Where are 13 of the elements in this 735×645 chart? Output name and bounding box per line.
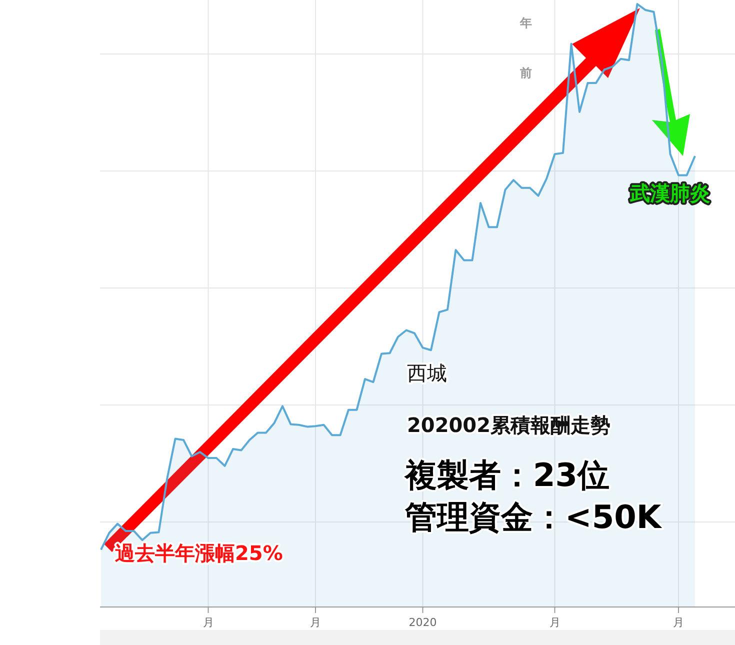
x-tick-label: 月 <box>673 616 684 629</box>
x-tick-label: 2020 <box>408 616 437 629</box>
annotation: 西城 <box>407 361 447 385</box>
annotation: 複製者：23位 <box>403 456 610 494</box>
x-tick-label: 月 <box>310 616 321 629</box>
annotation: 前 <box>519 66 532 80</box>
x-tick-label: 月 <box>202 616 214 629</box>
annotation: 過去半年漲幅25% <box>114 541 283 565</box>
annotation: 武漢肺炎 <box>629 181 710 205</box>
x-tick-label: 月 <box>549 616 560 629</box>
annotation: 管理資金：<50K <box>404 498 662 536</box>
annotation: 202002累積報酬走勢 <box>407 413 610 437</box>
annotation: 年 <box>519 16 532 30</box>
